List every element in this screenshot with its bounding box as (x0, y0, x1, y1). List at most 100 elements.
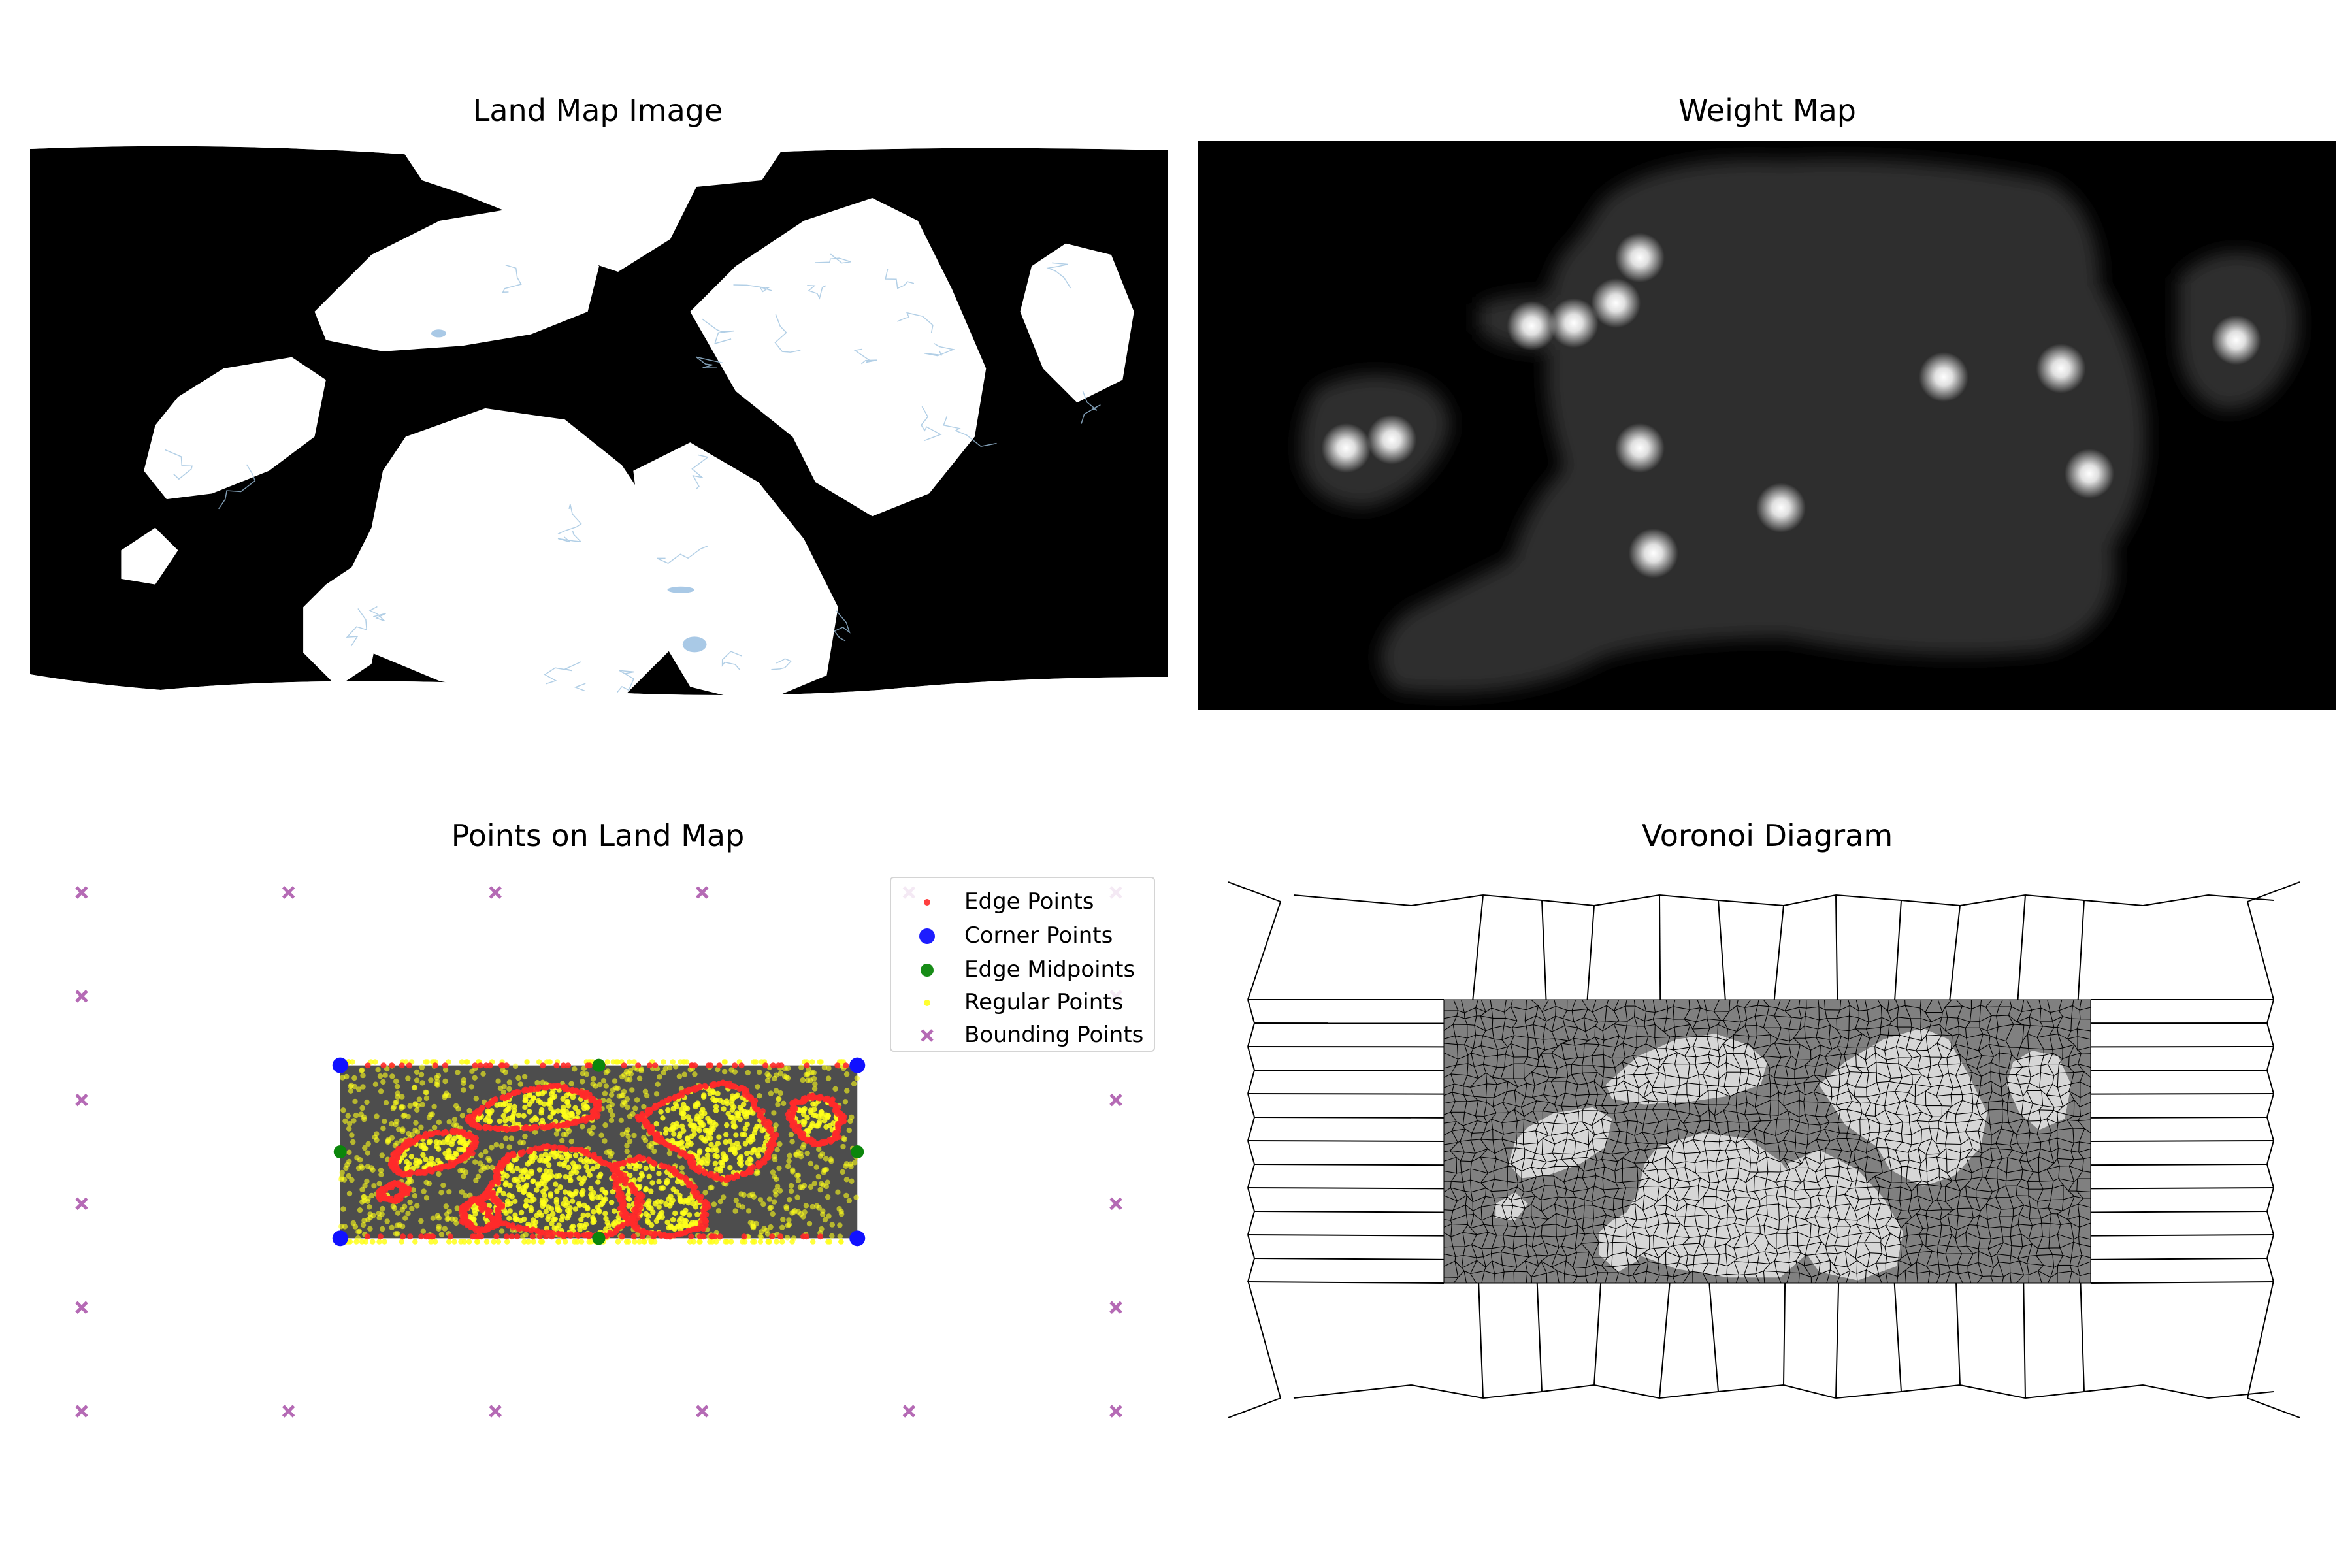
regular-point (559, 1213, 566, 1219)
regular-point (785, 1065, 791, 1071)
regular-point (502, 1118, 508, 1124)
regular-point (706, 1119, 713, 1125)
regular-point (810, 1239, 816, 1245)
regular-point (350, 1220, 357, 1226)
regular-point (832, 1086, 838, 1092)
regular-point (672, 1210, 678, 1217)
regular-point (546, 1059, 552, 1065)
river (616, 670, 634, 693)
river (885, 269, 915, 289)
regular-point (546, 1162, 552, 1168)
voronoi-edge (1835, 894, 1902, 901)
regular-point (789, 1188, 794, 1194)
edge-point (549, 1233, 555, 1240)
regular-point (538, 1153, 544, 1159)
land-region-7 (121, 527, 178, 585)
regular-point (502, 1181, 508, 1188)
regular-point (363, 1239, 368, 1245)
regular-point (722, 1156, 728, 1162)
regular-point (723, 1139, 728, 1145)
voronoi-edge (1955, 1282, 1961, 1386)
voronoi-edge (1835, 894, 1838, 1000)
regular-point (649, 1239, 655, 1245)
regular-point (520, 1169, 527, 1175)
regular-point (351, 1083, 358, 1090)
regular-point (384, 1066, 390, 1072)
regular-point (353, 1112, 359, 1119)
regular-point (521, 1216, 527, 1222)
regular-point (548, 1105, 554, 1111)
regular-point (602, 1090, 608, 1096)
regular-point (550, 1211, 556, 1217)
regular-point (423, 1179, 429, 1186)
regular-point (828, 1158, 834, 1164)
regular-point (646, 1173, 652, 1179)
regular-point (543, 1209, 549, 1215)
regular-point (691, 1239, 696, 1245)
voronoi-edge (1586, 905, 1595, 1000)
regular-point (649, 1166, 656, 1171)
regular-point (405, 1075, 411, 1081)
edge-point (527, 1147, 534, 1152)
voronoi-edge (1536, 1282, 1543, 1392)
regular-point (583, 1222, 589, 1228)
regular-point (804, 1151, 810, 1156)
regular-point (786, 1217, 792, 1223)
edge-point (505, 1092, 512, 1099)
regular-point (677, 1196, 683, 1201)
regular-point (527, 1109, 532, 1115)
edge-point (608, 1231, 614, 1237)
regular-point (433, 1139, 439, 1145)
regular-point (376, 1211, 382, 1217)
regular-point (815, 1114, 821, 1120)
regular-point (459, 1189, 465, 1195)
regular-point (502, 1069, 508, 1075)
regular-point (349, 1132, 355, 1138)
regular-point (382, 1072, 388, 1078)
regular-point (472, 1075, 478, 1081)
regular-point (808, 1107, 814, 1113)
voronoi-edge (1411, 1384, 1484, 1399)
regular-point (493, 1142, 499, 1148)
edge-point (708, 1170, 714, 1177)
regular-point (736, 1144, 742, 1151)
voronoi-edge (2266, 1140, 2274, 1165)
regular-point (718, 1160, 724, 1166)
regular-point (599, 1186, 605, 1193)
panel-title-voronoi: Voronoi Diagram (1641, 818, 1893, 853)
weight-peak-11 (2064, 448, 2114, 498)
regular-point (367, 1226, 373, 1232)
regular-point (405, 1211, 411, 1217)
river (544, 661, 581, 685)
regular-point (529, 1098, 535, 1104)
regular-point (351, 1118, 357, 1124)
regular-point (588, 1239, 594, 1245)
regular-point (591, 1190, 596, 1196)
river (1046, 262, 1071, 289)
regular-point (518, 1209, 525, 1216)
regular-point (572, 1152, 579, 1158)
regular-point (560, 1096, 566, 1102)
regular-point (460, 1141, 466, 1147)
regular-point (740, 1132, 745, 1137)
regular-point (452, 1151, 459, 1156)
land-region-6 (303, 561, 383, 687)
regular-point (712, 1145, 719, 1151)
regular-point (394, 1140, 400, 1146)
regular-point (578, 1156, 584, 1163)
regular-point (604, 1149, 610, 1155)
regular-point (497, 1118, 502, 1124)
edge-point (770, 1062, 776, 1069)
river (691, 454, 710, 490)
regular-point (623, 1239, 630, 1245)
regular-point (813, 1164, 819, 1170)
regular-point (565, 1213, 572, 1219)
regular-point (525, 1221, 531, 1228)
regular-point (624, 1143, 630, 1149)
weight-peak-2 (1507, 301, 1557, 351)
regular-point (553, 1173, 559, 1179)
voronoi-edge (1247, 1280, 1281, 1399)
regular-point (777, 1141, 783, 1147)
edge-point (708, 1233, 715, 1240)
regular-point (816, 1146, 822, 1152)
